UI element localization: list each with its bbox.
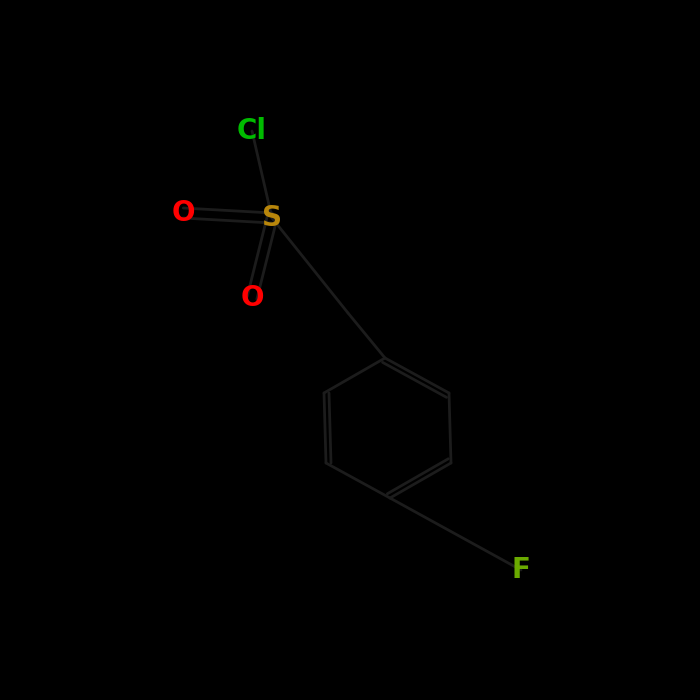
Text: F: F xyxy=(512,556,531,584)
Text: Cl: Cl xyxy=(237,117,267,145)
Text: O: O xyxy=(172,199,195,227)
Text: S: S xyxy=(262,204,282,232)
Text: O: O xyxy=(240,284,264,312)
